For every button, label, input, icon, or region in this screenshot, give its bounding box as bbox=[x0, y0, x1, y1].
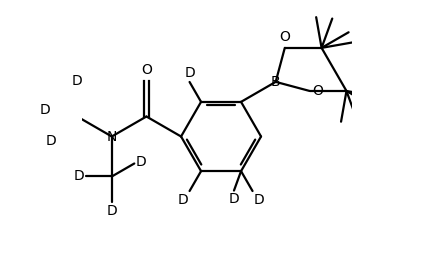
Text: D: D bbox=[40, 103, 51, 117]
Text: D: D bbox=[72, 74, 82, 88]
Text: D: D bbox=[46, 134, 56, 148]
Text: D: D bbox=[184, 66, 195, 80]
Text: O: O bbox=[141, 63, 152, 77]
Text: D: D bbox=[178, 193, 188, 207]
Text: D: D bbox=[73, 170, 84, 183]
Text: O: O bbox=[312, 84, 323, 98]
Text: D: D bbox=[229, 192, 240, 206]
Text: O: O bbox=[279, 30, 290, 44]
Text: B: B bbox=[271, 75, 280, 89]
Text: D: D bbox=[136, 155, 146, 170]
Text: N: N bbox=[107, 129, 117, 144]
Text: D: D bbox=[106, 204, 117, 218]
Text: D: D bbox=[254, 193, 265, 207]
